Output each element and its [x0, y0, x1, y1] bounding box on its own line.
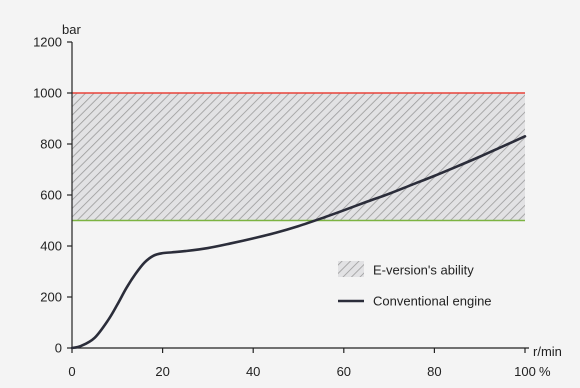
- y-tick-label: 0: [55, 341, 62, 356]
- series-line-conventional-engine: [70, 135, 527, 350]
- x-unit-top-label: r/min: [533, 344, 562, 359]
- y-tick-label: 1200: [33, 35, 62, 50]
- y-tick-label: 1000: [33, 86, 62, 101]
- x-tick-label: 100: [514, 364, 536, 379]
- y-tick-label: 600: [40, 188, 62, 203]
- y-tick-label: 200: [40, 290, 62, 305]
- x-tick-label: 0: [68, 364, 75, 379]
- x-tick-label: 80: [427, 364, 441, 379]
- x-tick-label: 60: [337, 364, 351, 379]
- x-tick-label: 40: [246, 364, 260, 379]
- legend-band-label: E-version's ability: [373, 263, 474, 278]
- legend-band-swatch: [338, 261, 364, 277]
- x-unit-bottom-label: %: [539, 364, 551, 379]
- legend-line-label: Conventional engine: [373, 294, 492, 309]
- x-tick-label: 20: [155, 364, 169, 379]
- x-ticks: 0 20 40 60 80 100: [68, 348, 536, 379]
- band-area: [72, 93, 525, 221]
- y-tick-label: 400: [40, 239, 62, 254]
- y-unit-label: bar: [62, 22, 81, 37]
- y-tick-label: 800: [40, 137, 62, 152]
- legend: E-version's ability Conventional engine: [338, 261, 492, 309]
- y-ticks: 0 200 400 600 800 1000 1200: [33, 35, 72, 356]
